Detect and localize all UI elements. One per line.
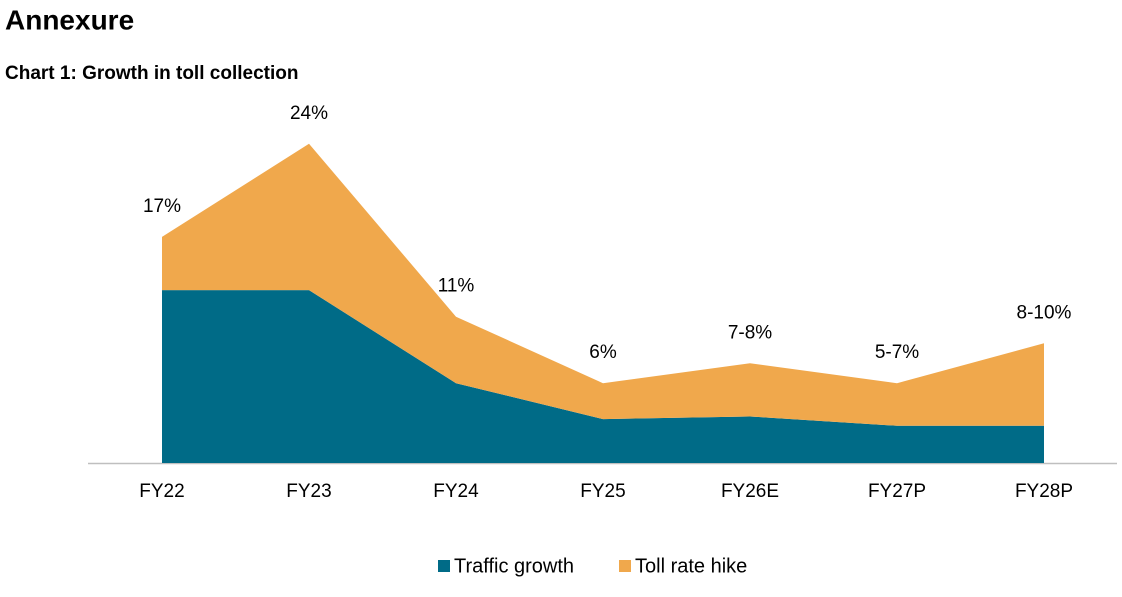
area [162, 290, 1044, 463]
x-tick-label: FY26E [721, 481, 779, 502]
x-tick-label: FY23 [286, 481, 331, 502]
total-label: 17% [143, 196, 181, 217]
total-label: 24% [290, 103, 328, 124]
chart-title: Chart 1: Growth in toll collection [5, 63, 298, 84]
x-tick-label: FY25 [580, 481, 625, 502]
area [162, 143, 1044, 426]
page-title: Annexure [5, 4, 134, 35]
legend-label: Toll rate hike [635, 555, 747, 577]
legend-swatch [438, 560, 450, 572]
x-tick-label: FY24 [433, 481, 479, 502]
total-label: 8-10% [1017, 302, 1072, 323]
x-tick-label: FY27P [868, 481, 926, 502]
x-tick-label: FY28P [1015, 481, 1073, 502]
total-label: 7-8% [728, 322, 772, 343]
legend-swatch [619, 560, 631, 572]
total-label: 6% [589, 342, 617, 363]
legend-label: Traffic growth [454, 555, 574, 577]
total-label: 5-7% [875, 342, 919, 363]
x-tick-label: FY22 [139, 481, 184, 502]
total-label: 11% [438, 276, 475, 297]
